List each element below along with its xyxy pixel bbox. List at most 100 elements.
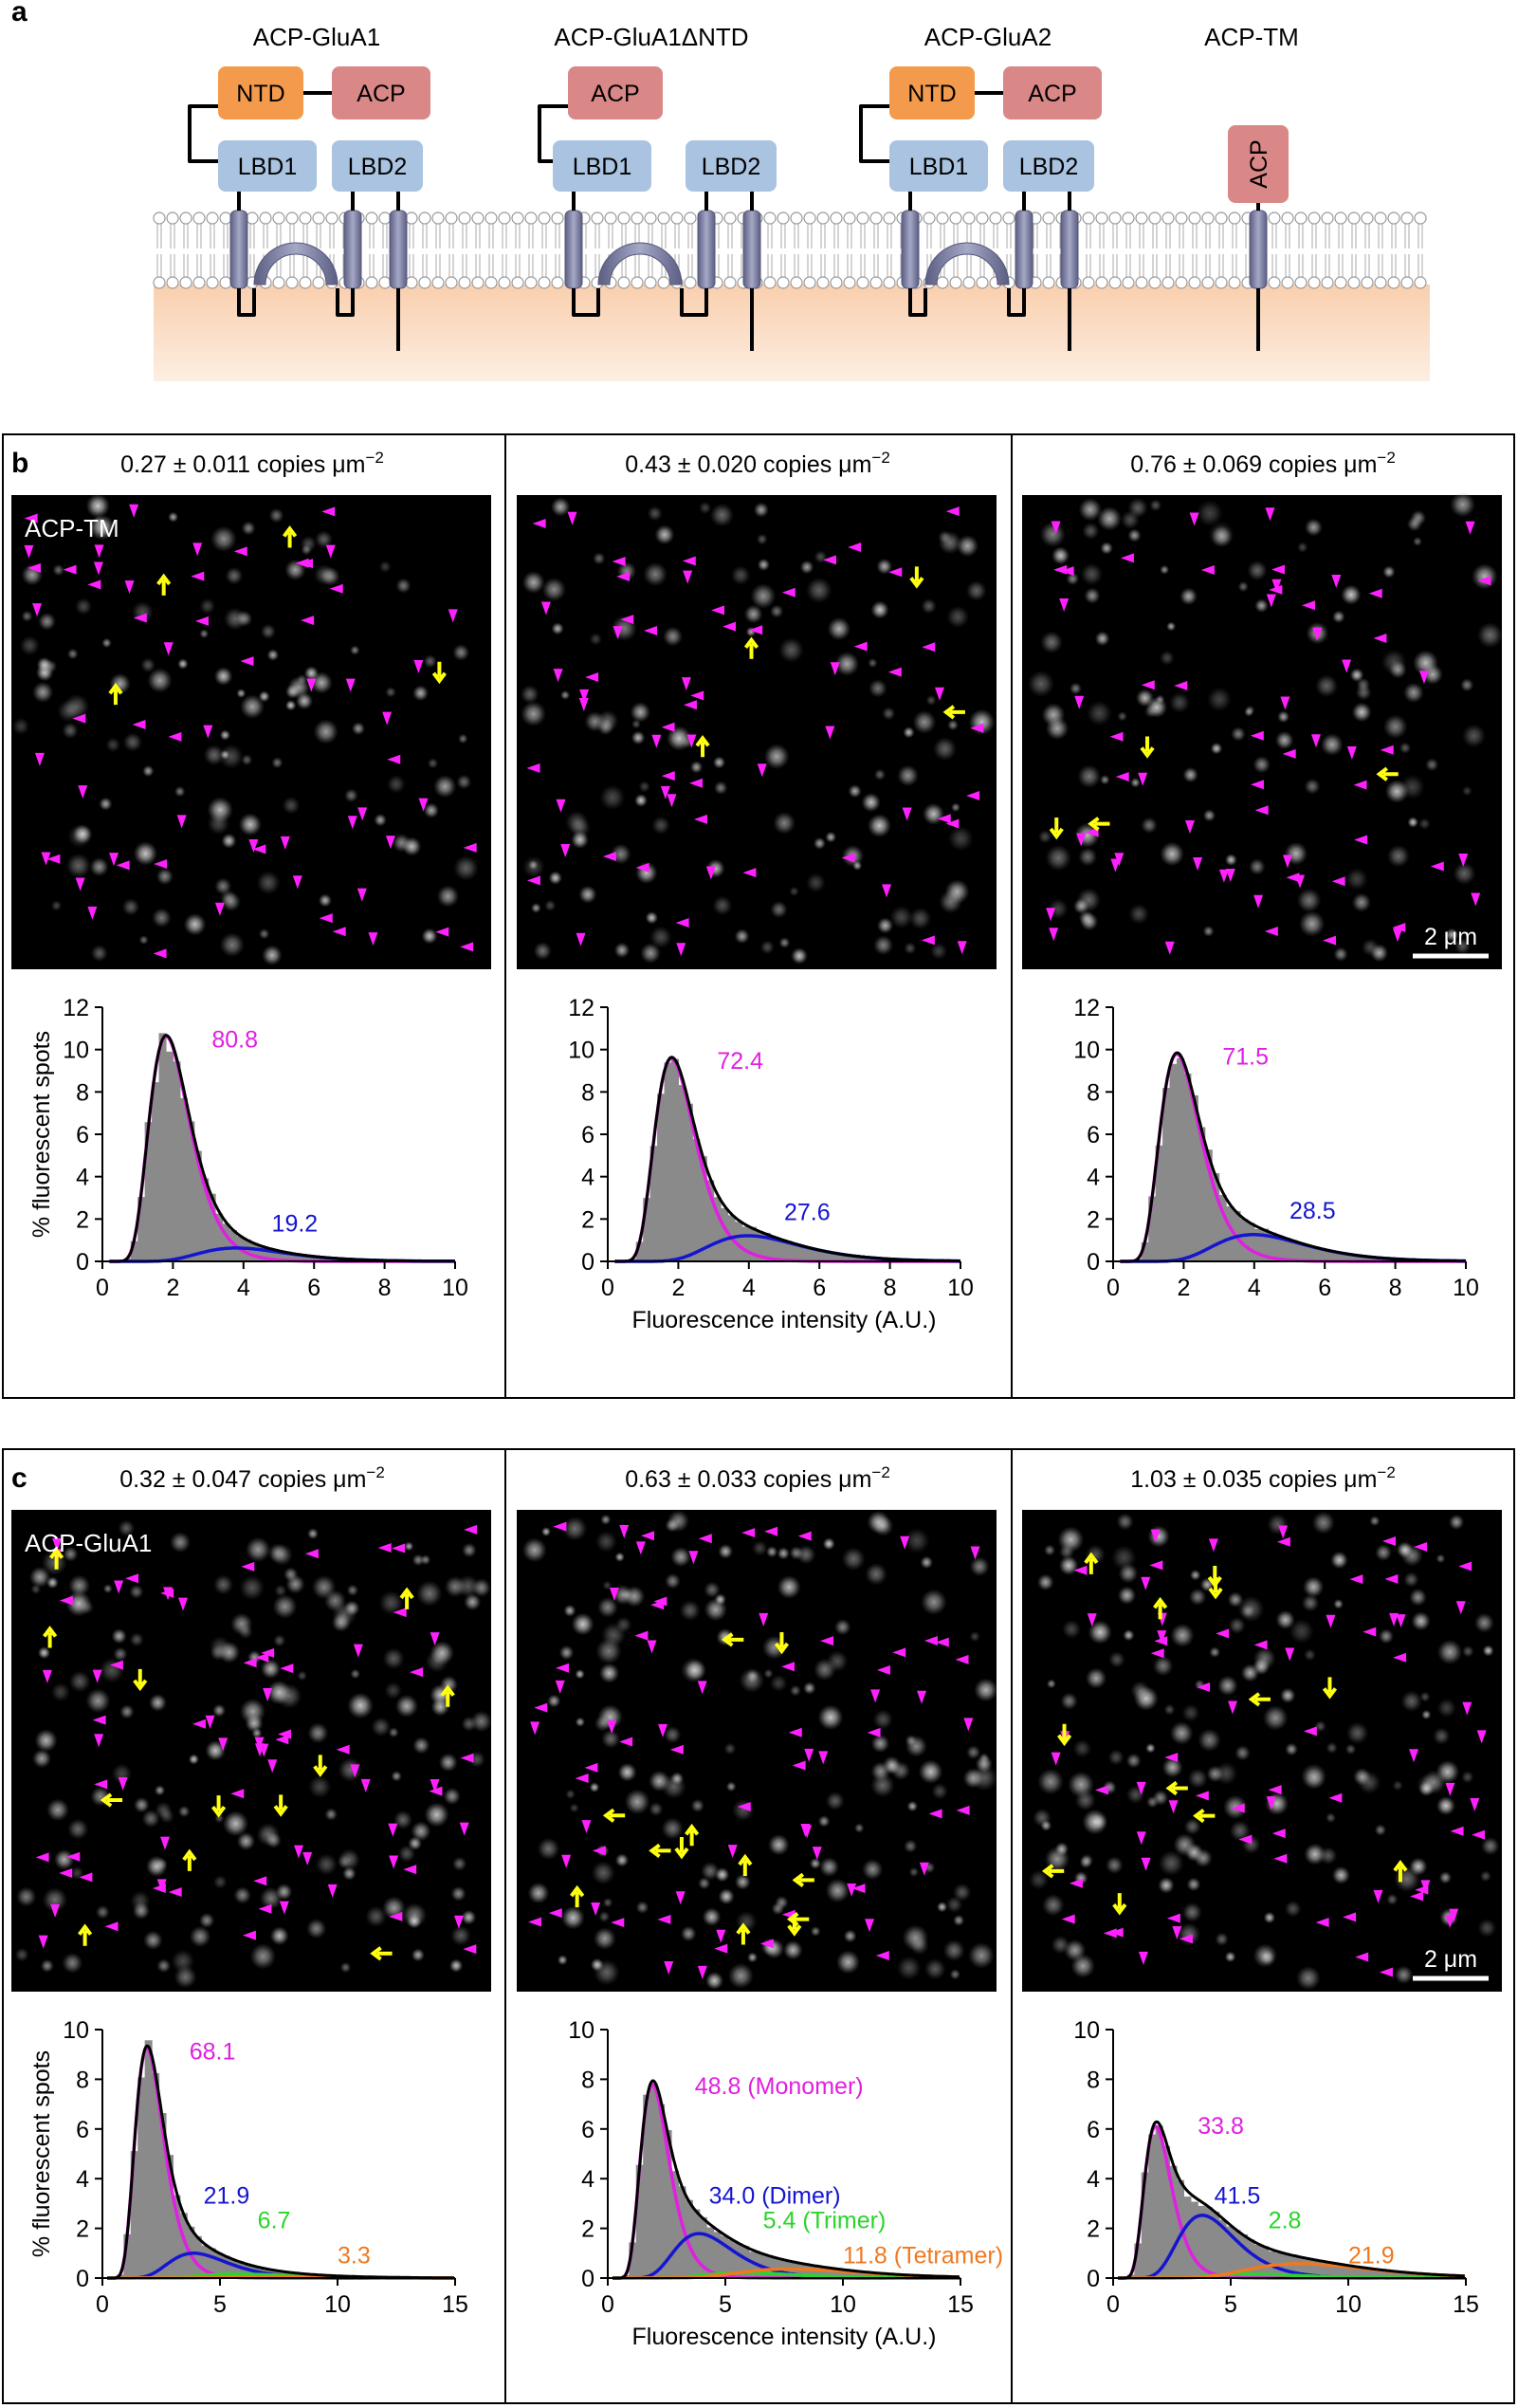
yellow-arrow [100, 1792, 123, 1808]
density-title: 0.63 ± 0.033 copies μm−2 [625, 1463, 890, 1493]
fluorescent-spot [199, 597, 216, 615]
fluorescent-spot [704, 1581, 721, 1598]
magenta-arrowhead [1053, 564, 1068, 575]
histogram-bar [300, 1255, 308, 1261]
fluorescent-spot [1130, 1681, 1150, 1700]
fluorescent-spot [245, 1536, 271, 1563]
fluorescent-spot [374, 813, 387, 827]
panel-a-label: a [11, 0, 27, 28]
fluorescent-spot [118, 1519, 136, 1537]
fluorescent-spot [614, 1853, 630, 1867]
lipid-head-bottom [843, 276, 856, 289]
yellow-arrow [743, 636, 759, 659]
x-tick-label: 15 [442, 2291, 468, 2318]
fluorescent-spot [1436, 1553, 1446, 1564]
fluorescent-spot [1473, 1612, 1494, 1633]
lipid-head-top [272, 211, 285, 225]
histogram-bar [1247, 2239, 1255, 2278]
magenta-arrowhead [1061, 1914, 1075, 1924]
histogram-bar [1247, 1222, 1255, 1261]
fluorescent-spot [1263, 1911, 1276, 1924]
x-tick-label: 10 [1453, 1275, 1479, 1301]
x-tick-label: 6 [307, 1275, 320, 1301]
lipid-head-top [1387, 211, 1400, 225]
histogram-bar [165, 1051, 174, 1261]
magenta-arrowhead [460, 942, 474, 952]
histogram-bar [1218, 1194, 1227, 1261]
lbd2-label: LBD2 [702, 154, 761, 180]
fluorescent-spot [1037, 1768, 1064, 1795]
fit-curve-total [1118, 2120, 1465, 2280]
fluorescent-spot [452, 644, 470, 661]
magenta-arrowhead [1445, 1914, 1455, 1928]
fluorescent-spot [825, 1791, 845, 1811]
lipid-head-top [285, 211, 299, 225]
fluorescent-spot [450, 1885, 466, 1902]
component-label-dimer: 41.5 [1215, 2182, 1261, 2209]
fluorescent-spot [547, 1694, 561, 1708]
fluorescent-spot [1141, 817, 1158, 834]
magenta-arrowhead [970, 723, 984, 733]
fluorescent-spot [236, 1831, 256, 1851]
magenta-arrowhead [661, 722, 675, 732]
magenta-arrowhead [867, 1727, 881, 1737]
magenta-arrowhead [1141, 1857, 1151, 1871]
histogram-bar [706, 1180, 715, 1261]
fluorescent-spot [1069, 682, 1082, 695]
fluorescent-spot [1445, 928, 1459, 942]
fluorescent-spot [746, 1952, 759, 1963]
y-tick-label: 8 [581, 2067, 594, 2093]
fluorescent-spot [1418, 1780, 1435, 1797]
fluorescent-spot [679, 1600, 701, 1622]
fluorescent-spot [1159, 650, 1175, 666]
magenta-arrowhead [301, 616, 315, 626]
magenta-arrowhead [619, 1737, 633, 1747]
x-tick-label: 4 [742, 1275, 756, 1301]
fluorescent-spot [1461, 785, 1472, 797]
y-tick-label: 4 [76, 2166, 89, 2193]
fluorescent-spot [1392, 1779, 1403, 1792]
fluorescent-spot [133, 841, 158, 866]
fluorescent-spot [1411, 1611, 1431, 1631]
magenta-arrowhead [647, 1640, 657, 1654]
histogram-bar [629, 2242, 637, 2278]
magenta-arrowhead [1110, 858, 1121, 873]
magenta-arrowhead [737, 1802, 751, 1812]
magenta-arrowhead [830, 662, 840, 676]
fluorescent-spot [1187, 1768, 1208, 1789]
y-tick-label: 6 [581, 1122, 594, 1149]
fluorescent-spot [1188, 1588, 1207, 1607]
fluorescent-spot [384, 1682, 403, 1700]
transmembrane-helix [901, 210, 920, 289]
magenta-arrowhead [560, 843, 571, 857]
y-tick-label: 2 [76, 2216, 89, 2243]
lipid-head-top [206, 211, 219, 225]
fluorescent-spot [233, 1886, 251, 1904]
linker-line [680, 288, 708, 317]
lipid-head-bottom [192, 276, 206, 289]
fluorescent-spot [271, 757, 283, 769]
y-tick-label: 12 [568, 995, 594, 1021]
fluorescent-spot [931, 1782, 948, 1800]
y-tick-label: 0 [1087, 2266, 1100, 2292]
lipid-head-bottom [777, 276, 790, 289]
fluorescent-spot [1229, 1820, 1251, 1842]
fluorescent-spot [1181, 1902, 1202, 1922]
magenta-arrowhead [332, 927, 346, 937]
fluorescent-spot [630, 702, 651, 723]
fluorescent-spot [734, 1873, 751, 1890]
fluorescent-spot [1403, 682, 1424, 704]
y-tick-label: 6 [76, 2117, 89, 2143]
lipid-head-bottom [1268, 276, 1281, 289]
lipid-head-top [1268, 211, 1281, 225]
lipid-head-top [936, 211, 949, 225]
fluorescent-spot [1085, 1667, 1107, 1689]
fluorescent-spot [1476, 622, 1504, 649]
fluorescent-spot [834, 652, 860, 676]
histogram-bar [1310, 1246, 1319, 1261]
fluorescent-spot [386, 774, 406, 794]
fluorescent-spot [1062, 1619, 1082, 1639]
microscopy-image [517, 495, 997, 969]
fluorescent-spot [966, 1744, 981, 1760]
histogram-bar [1183, 1073, 1192, 1261]
